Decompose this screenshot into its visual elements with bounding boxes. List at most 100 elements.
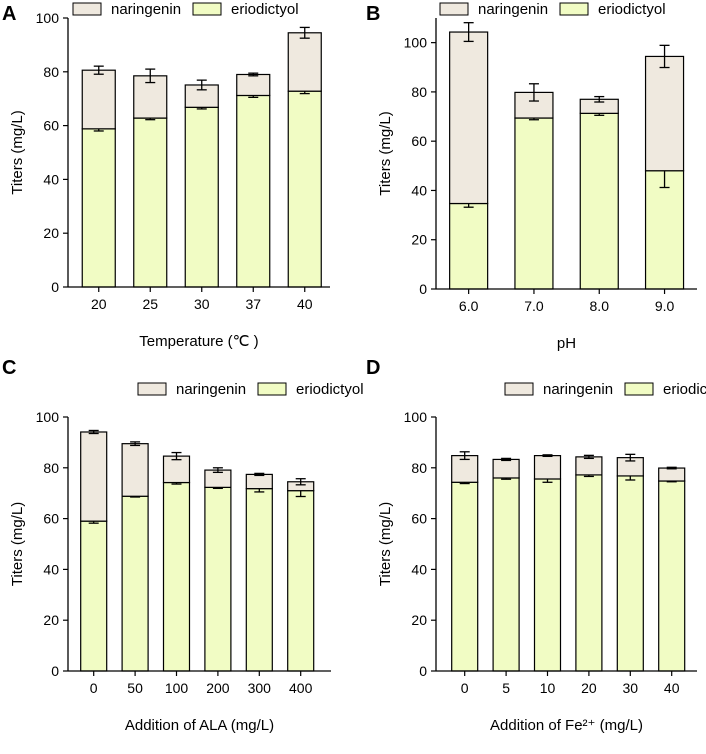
x-axis-title: Addition of ALA (mg/L) bbox=[125, 717, 274, 734]
bar-naringenin-10 bbox=[533, 455, 562, 480]
x-tick-label-8.0: 8.0 bbox=[590, 298, 610, 314]
x-tick-label-5: 5 bbox=[502, 680, 510, 696]
legend-label-naringenin: naringenin bbox=[543, 381, 613, 398]
y-tick-label-20: 20 bbox=[411, 612, 427, 628]
bar-eriodictyol-7.0 bbox=[514, 117, 554, 290]
bar-eriodictyol-40 bbox=[287, 90, 322, 288]
legend-swatch-naringenin bbox=[72, 2, 102, 16]
x-tick-label-37: 37 bbox=[245, 296, 261, 312]
bar-eriodictyol-200 bbox=[204, 486, 232, 672]
y-tick-label-80: 80 bbox=[411, 460, 427, 476]
legend-swatch-naringenin bbox=[439, 2, 469, 16]
bar-eriodictyol-5 bbox=[492, 477, 520, 672]
legend-swatch-eriodictyol bbox=[624, 382, 654, 396]
y-tick-label-80: 80 bbox=[411, 84, 427, 100]
y-tick-label-20: 20 bbox=[43, 225, 59, 241]
x-tick-label-25: 25 bbox=[142, 296, 158, 312]
y-tick-label-60: 60 bbox=[411, 133, 427, 149]
x-axis-title: Addition of Fe²⁺ (mg/L) bbox=[490, 717, 643, 734]
bar-naringenin-40 bbox=[287, 32, 322, 92]
x-axis-title: Temperature (℃ ) bbox=[139, 333, 258, 350]
bar-naringenin-37 bbox=[236, 73, 271, 97]
legend-label-eriodictyol: eriodictyol bbox=[663, 381, 706, 398]
x-tick-label-300: 300 bbox=[248, 680, 272, 696]
y-tick-label-40: 40 bbox=[43, 561, 59, 577]
panel-letter: A bbox=[2, 3, 16, 25]
x-tick-label-40: 40 bbox=[297, 296, 313, 312]
bar-eriodictyol-6.0 bbox=[449, 202, 489, 290]
bar-naringenin-9.0 bbox=[644, 55, 685, 172]
y-axis-title: Titers (mg/L) bbox=[377, 502, 394, 586]
y-tick-label-0: 0 bbox=[419, 281, 427, 297]
y-tick-label-100: 100 bbox=[404, 409, 428, 425]
bar-eriodictyol-50 bbox=[121, 495, 149, 672]
x-tick-label-0: 0 bbox=[90, 680, 98, 696]
legend-label-naringenin: naringenin bbox=[478, 1, 548, 18]
panel-letter: B bbox=[366, 3, 380, 25]
bar-eriodictyol-300 bbox=[245, 488, 273, 672]
bar-naringenin-5 bbox=[492, 458, 520, 479]
x-axis-title: pH bbox=[557, 335, 576, 352]
legend-label-naringenin: naringenin bbox=[111, 1, 181, 18]
bar-eriodictyol-0 bbox=[80, 520, 108, 672]
x-tick-label-50: 50 bbox=[127, 680, 143, 696]
bar-naringenin-300 bbox=[245, 473, 273, 490]
x-tick-label-10: 10 bbox=[540, 680, 556, 696]
legend-label-eriodictyol: eriodictyol bbox=[296, 381, 364, 398]
y-tick-label-60: 60 bbox=[43, 118, 59, 134]
legend-swatch-eriodictyol bbox=[257, 382, 287, 396]
bar-eriodictyol-400 bbox=[287, 490, 315, 672]
legend-label-naringenin: naringenin bbox=[176, 381, 246, 398]
bar-eriodictyol-10 bbox=[533, 478, 562, 672]
y-tick-label-40: 40 bbox=[411, 182, 427, 198]
bar-eriodictyol-30 bbox=[184, 106, 219, 288]
y-tick-label-20: 20 bbox=[43, 612, 59, 628]
bar-naringenin-50 bbox=[121, 443, 149, 497]
x-tick-label-9.0: 9.0 bbox=[655, 298, 675, 314]
y-tick-label-40: 40 bbox=[411, 561, 427, 577]
bar-eriodictyol-30 bbox=[616, 475, 644, 672]
x-tick-label-6.0: 6.0 bbox=[459, 298, 479, 314]
bar-naringenin-0 bbox=[80, 431, 108, 522]
x-tick-label-7.0: 7.0 bbox=[524, 298, 544, 314]
bar-eriodictyol-0 bbox=[451, 481, 479, 672]
panel-letter: C bbox=[2, 357, 16, 379]
y-tick-label-40: 40 bbox=[43, 171, 59, 187]
y-tick-label-100: 100 bbox=[36, 409, 60, 425]
x-tick-label-20: 20 bbox=[91, 296, 107, 312]
bar-naringenin-20 bbox=[81, 69, 116, 130]
y-tick-label-100: 100 bbox=[404, 35, 428, 51]
y-tick-label-100: 100 bbox=[36, 10, 60, 26]
y-axis-title: Titers (mg/L) bbox=[9, 110, 26, 194]
x-tick-label-20: 20 bbox=[581, 680, 597, 696]
legend-swatch-naringenin bbox=[137, 382, 167, 396]
bar-naringenin-40 bbox=[658, 467, 686, 482]
y-tick-label-60: 60 bbox=[411, 511, 427, 527]
y-axis-title: Titers (mg/L) bbox=[9, 502, 26, 586]
bar-eriodictyol-20 bbox=[575, 474, 603, 672]
legend-swatch-naringenin bbox=[504, 382, 534, 396]
legend-label-eriodictyol: eriodictyol bbox=[598, 1, 666, 18]
bar-eriodictyol-25 bbox=[133, 117, 168, 288]
panel-letter: D bbox=[366, 357, 380, 379]
y-tick-label-0: 0 bbox=[51, 279, 59, 295]
x-tick-label-30: 30 bbox=[194, 296, 210, 312]
bar-eriodictyol-100 bbox=[162, 481, 191, 672]
x-tick-label-40: 40 bbox=[664, 680, 680, 696]
bar-eriodictyol-9.0 bbox=[644, 170, 685, 290]
y-axis-title: Titers (mg/L) bbox=[377, 111, 394, 195]
bar-eriodictyol-40 bbox=[658, 480, 686, 672]
y-tick-label-80: 80 bbox=[43, 460, 59, 476]
x-tick-label-200: 200 bbox=[206, 680, 230, 696]
y-tick-label-20: 20 bbox=[411, 232, 427, 248]
y-tick-label-0: 0 bbox=[51, 663, 59, 679]
bar-eriodictyol-37 bbox=[236, 94, 271, 288]
y-tick-label-0: 0 bbox=[419, 663, 427, 679]
y-tick-label-60: 60 bbox=[43, 511, 59, 527]
